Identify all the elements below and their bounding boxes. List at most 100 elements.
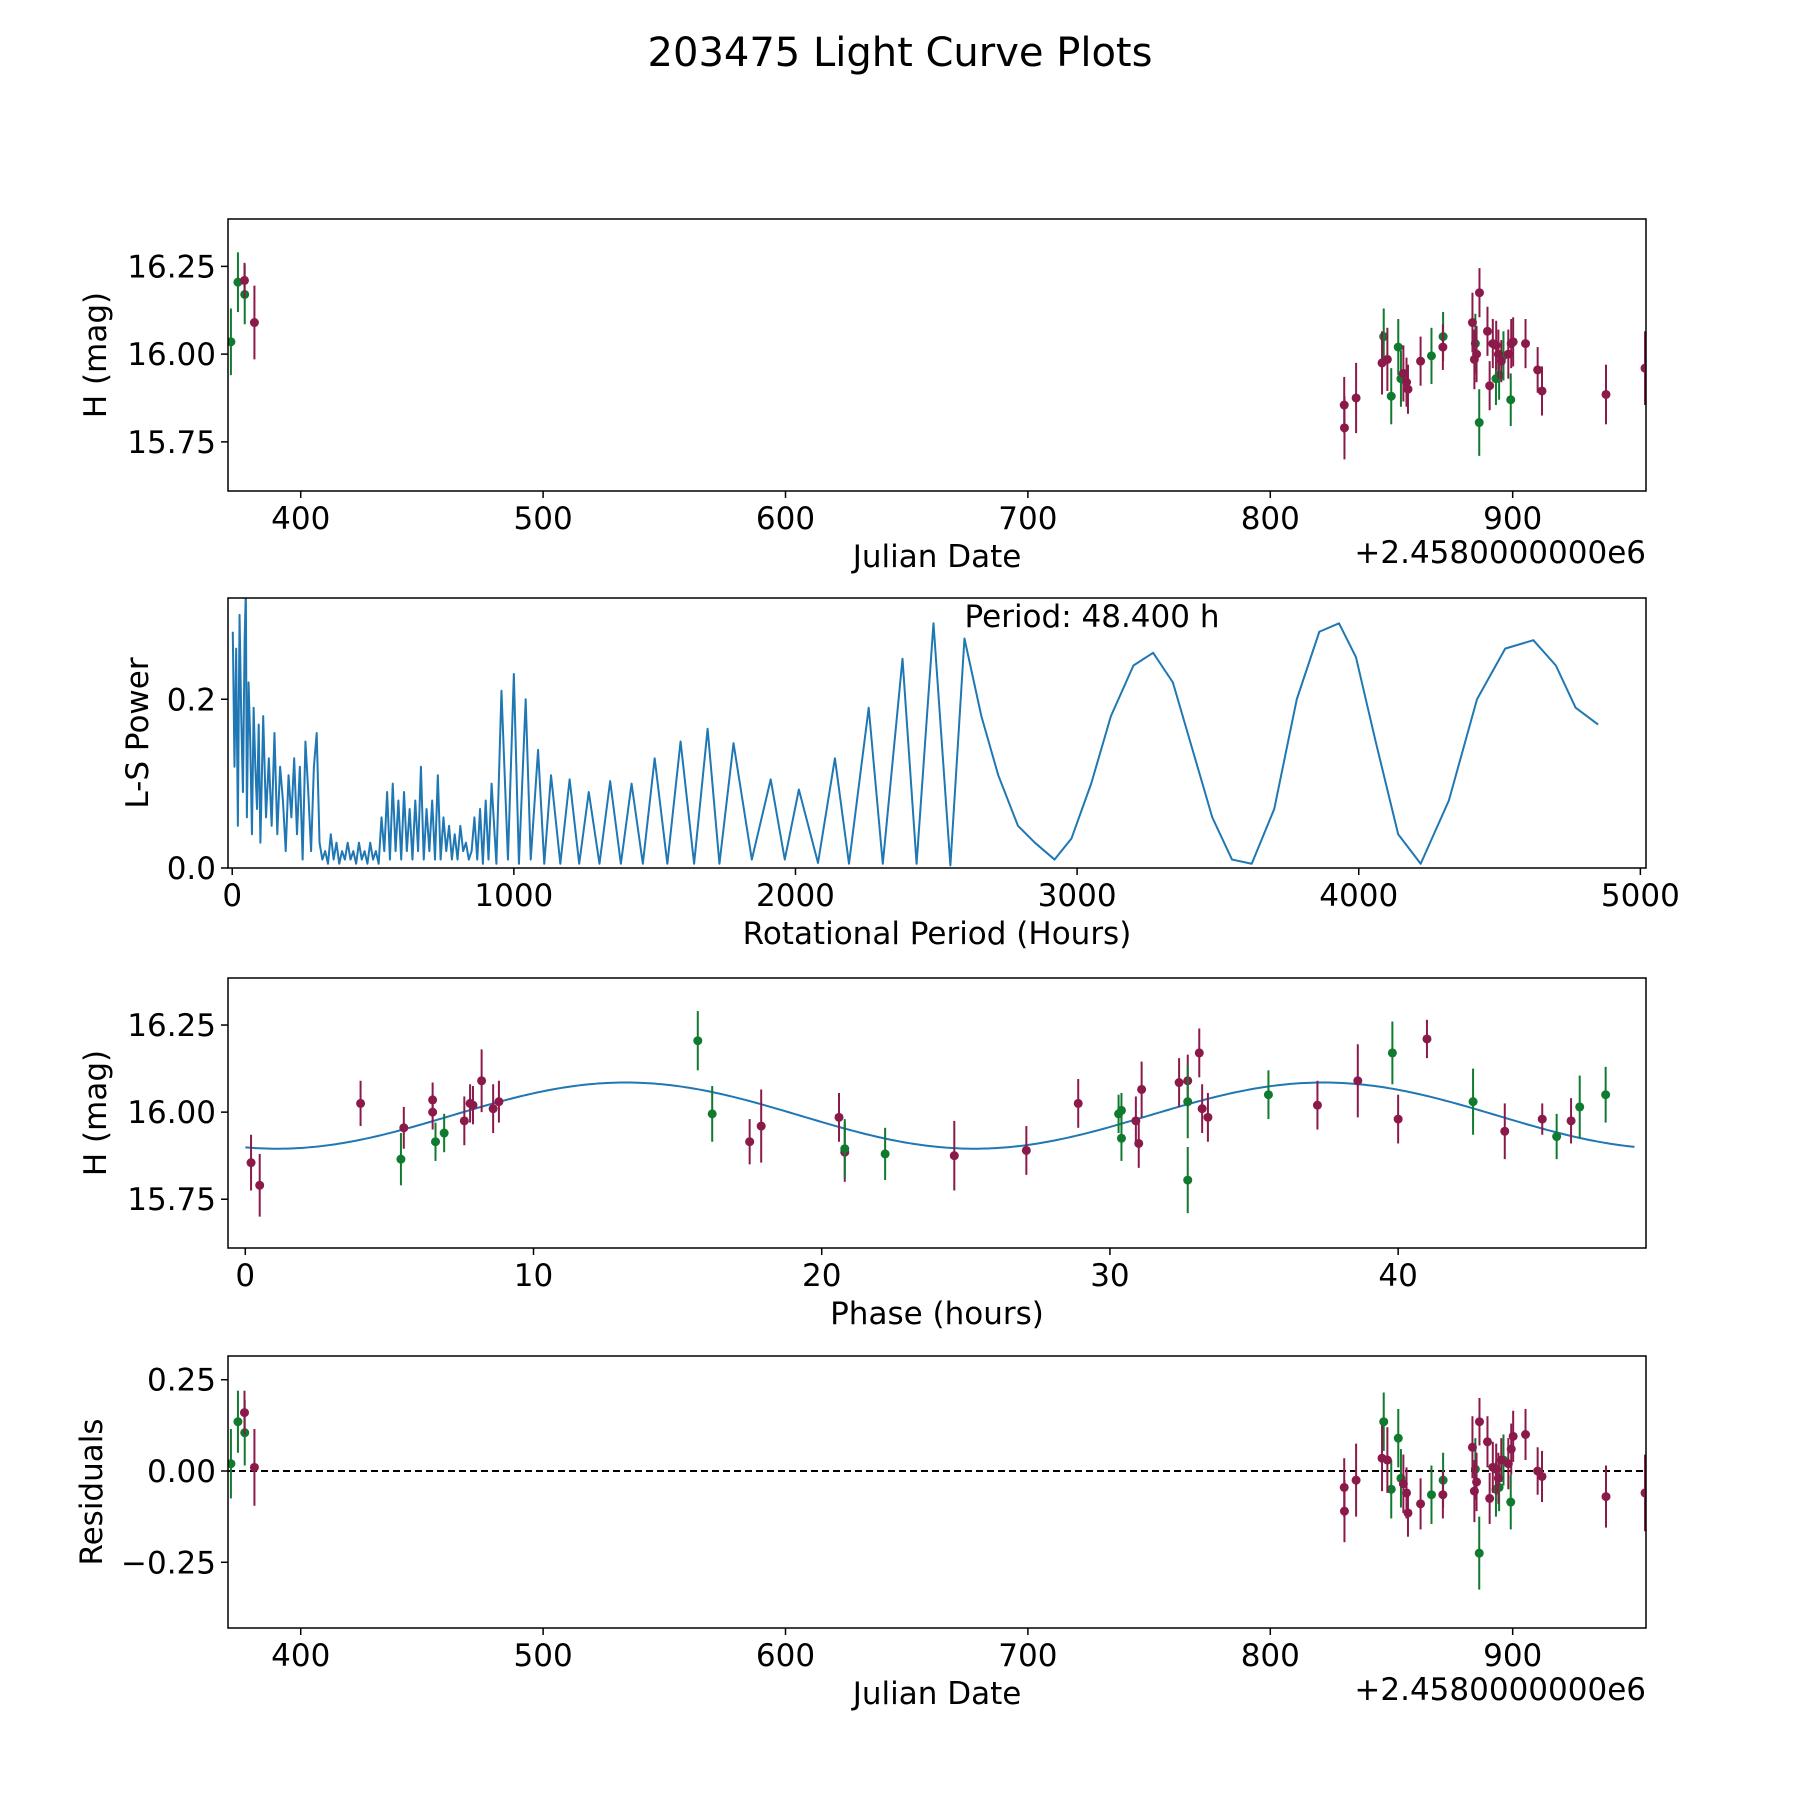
y-tick-label: 15.75 — [127, 425, 216, 461]
data-point — [1351, 1475, 1361, 1485]
data-point — [1537, 1114, 1547, 1124]
y-tick-label: 15.75 — [127, 1182, 216, 1218]
data-point — [1416, 1499, 1426, 1509]
data-point — [1116, 1133, 1126, 1143]
data-point — [1351, 393, 1361, 403]
data-point — [228, 1459, 236, 1469]
data-point — [246, 1158, 256, 1168]
data-point — [949, 1151, 959, 1161]
series-filter_r — [239, 1390, 1646, 1543]
x-tick-label: 400 — [271, 501, 330, 537]
x-tick-label: 700 — [998, 1638, 1057, 1674]
data-point — [1508, 337, 1518, 347]
data-point — [1183, 1175, 1193, 1185]
data-point — [693, 1036, 703, 1046]
x-tick-label: 500 — [514, 1638, 573, 1674]
x-tick-label: 3000 — [1038, 878, 1117, 914]
axes-frame — [227, 597, 1647, 869]
data-point — [834, 1112, 844, 1122]
x-tick-label: 700 — [998, 501, 1057, 537]
data-point — [1575, 1102, 1585, 1112]
series-filter_r — [239, 262, 1646, 460]
x-tick-label: 2000 — [756, 878, 835, 914]
data-point — [1508, 1431, 1518, 1441]
data-point — [707, 1109, 717, 1119]
data-point — [1403, 384, 1413, 394]
x-axis-label: Julian Date — [851, 539, 1022, 575]
panel-lightcurve: 400 500 600 700 800 900 15.75 16.00 16.25 Julian … — [78, 218, 1647, 575]
data-point — [756, 1121, 766, 1131]
data-point — [1203, 1112, 1213, 1122]
data-point — [1474, 418, 1484, 428]
data-point — [1382, 354, 1392, 364]
periodogram-line — [231, 598, 1599, 867]
y-tick-label: 0.25 — [147, 1363, 216, 1399]
data-point — [1426, 351, 1436, 361]
data-point — [1500, 1126, 1510, 1136]
data-point — [1640, 1488, 1646, 1498]
data-point — [356, 1098, 366, 1108]
data-point — [1521, 1429, 1531, 1439]
plot-area — [245, 1011, 1635, 1217]
data-point — [1194, 1048, 1204, 1058]
data-point — [1537, 1471, 1547, 1481]
series-filter_g — [396, 1011, 1611, 1214]
data-point — [233, 1417, 243, 1427]
data-point — [1533, 365, 1543, 375]
data-point — [1537, 386, 1547, 396]
panel-phased: 0 10 20 30 40 15.75 16.00 16.25 Phase (hours) H (… — [78, 977, 1647, 1332]
x-tick-label: 800 — [1241, 1638, 1300, 1674]
x-axis-label: Julian Date — [851, 1676, 1022, 1712]
data-point — [1403, 1508, 1413, 1518]
x-tick-label: 400 — [271, 1638, 330, 1674]
x-tick-label: 20 — [802, 1258, 841, 1294]
data-point — [1474, 1548, 1484, 1558]
x-tick-label: 10 — [514, 1258, 553, 1294]
plot-area — [228, 1390, 1646, 1590]
data-point — [494, 1097, 504, 1107]
data-point — [1472, 1477, 1482, 1487]
data-point — [459, 1116, 469, 1126]
y-tick-label: 0.0 — [167, 851, 216, 887]
plot-area — [228, 252, 1646, 460]
data-point — [488, 1104, 498, 1114]
data-point — [1416, 356, 1426, 366]
data-point — [1116, 1105, 1126, 1115]
x-tick-label: 900 — [1483, 1638, 1542, 1674]
data-point — [439, 1128, 449, 1138]
data-point — [396, 1154, 406, 1164]
x-tick-label: 30 — [1090, 1258, 1129, 1294]
y-tick-label: 16.00 — [127, 1095, 216, 1131]
data-point — [468, 1100, 478, 1110]
axes-frame — [227, 1355, 1647, 1629]
x-tick-label: 4000 — [1319, 878, 1398, 914]
data-point — [1640, 363, 1646, 373]
data-point — [399, 1123, 409, 1133]
data-point — [1468, 1097, 1478, 1107]
x-tick-label: 600 — [756, 501, 815, 537]
data-point — [1506, 1444, 1516, 1454]
y-axis-label: H (mag) — [78, 1050, 114, 1176]
data-point — [1339, 423, 1349, 433]
data-point — [880, 1149, 890, 1159]
data-point — [1426, 1490, 1436, 1500]
x-tick-label: 0 — [235, 1258, 255, 1294]
data-point — [1021, 1145, 1031, 1155]
data-point — [1386, 1484, 1396, 1494]
x-tick-label: 600 — [756, 1638, 815, 1674]
data-point — [1393, 1433, 1403, 1443]
data-point — [1506, 395, 1516, 405]
model-fit-curve — [245, 1081, 1635, 1150]
data-point — [428, 1107, 438, 1117]
x-tick-label: 5000 — [1601, 878, 1680, 914]
data-point — [1134, 1138, 1144, 1148]
y-tick-label: 16.25 — [127, 249, 216, 285]
x-tick-label: 0 — [222, 878, 242, 914]
x-axis-label: Phase (hours) — [830, 1296, 1044, 1332]
panel-residuals: 400 500 600 700 800 900 −0.25 0.00 0.25 Julian Da… — [74, 1355, 1647, 1712]
data-point — [1482, 1437, 1492, 1447]
y-axis-label: Residuals — [74, 1418, 110, 1565]
axes-frame — [227, 218, 1647, 492]
y-axis-label: L-S Power — [120, 657, 156, 808]
